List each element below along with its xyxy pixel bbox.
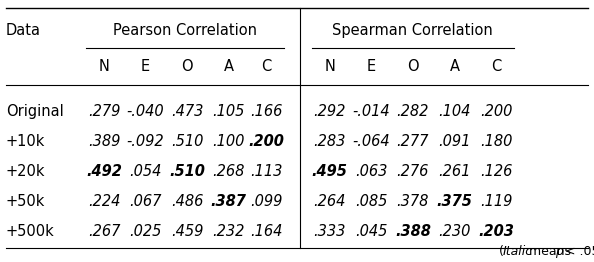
Text: +500k: +500k: [6, 224, 55, 239]
Text: .126: .126: [480, 164, 512, 179]
Text: N: N: [99, 59, 109, 74]
Text: .067: .067: [129, 194, 162, 209]
Text: .459: .459: [171, 224, 203, 239]
Text: .510: .510: [171, 134, 203, 149]
Text: N: N: [324, 59, 335, 74]
Text: .224: .224: [88, 194, 120, 209]
Text: .264: .264: [314, 194, 346, 209]
Text: .283: .283: [314, 134, 346, 149]
Text: .180: .180: [480, 134, 512, 149]
Text: +20k: +20k: [6, 164, 45, 179]
Text: .333: .333: [314, 224, 346, 239]
Text: A: A: [450, 59, 459, 74]
Text: Italic: Italic: [503, 245, 533, 258]
Text: -.040: -.040: [127, 104, 165, 119]
Text: E: E: [366, 59, 376, 74]
Text: .388: .388: [395, 224, 431, 239]
Text: .045: .045: [355, 224, 387, 239]
Text: .277: .277: [397, 134, 429, 149]
Text: means: means: [525, 245, 575, 258]
Text: < .05): < .05): [561, 245, 594, 258]
Text: .063: .063: [355, 164, 387, 179]
Text: .085: .085: [355, 194, 387, 209]
Text: .105: .105: [213, 104, 245, 119]
Text: .279: .279: [88, 104, 120, 119]
Text: .113: .113: [250, 164, 282, 179]
Text: -.092: -.092: [127, 134, 165, 149]
Text: Data: Data: [6, 23, 41, 38]
Text: .387: .387: [211, 194, 247, 209]
Text: .282: .282: [397, 104, 429, 119]
Text: +10k: +10k: [6, 134, 45, 149]
Text: O: O: [181, 59, 193, 74]
Text: .389: .389: [88, 134, 120, 149]
Text: .203: .203: [478, 224, 514, 239]
Text: .119: .119: [480, 194, 512, 209]
Text: .268: .268: [213, 164, 245, 179]
Text: C: C: [261, 59, 271, 74]
Text: .100: .100: [213, 134, 245, 149]
Text: +50k: +50k: [6, 194, 45, 209]
Text: .164: .164: [250, 224, 282, 239]
Text: -.064: -.064: [352, 134, 390, 149]
Text: A: A: [224, 59, 233, 74]
Text: .267: .267: [88, 224, 120, 239]
Text: .054: .054: [129, 164, 162, 179]
Text: Original: Original: [6, 104, 64, 119]
Text: .495: .495: [312, 164, 347, 179]
Text: .261: .261: [438, 164, 470, 179]
Text: .025: .025: [129, 224, 162, 239]
Text: -.014: -.014: [352, 104, 390, 119]
Text: .200: .200: [480, 104, 512, 119]
Text: .099: .099: [250, 194, 282, 209]
Text: .200: .200: [248, 134, 284, 149]
Text: .473: .473: [171, 104, 203, 119]
Text: .276: .276: [397, 164, 429, 179]
Text: .510: .510: [169, 164, 205, 179]
Text: p: p: [555, 245, 563, 258]
Text: .375: .375: [437, 194, 472, 209]
Text: .166: .166: [250, 104, 282, 119]
Text: .486: .486: [171, 194, 203, 209]
Text: (: (: [498, 245, 504, 258]
Text: .378: .378: [397, 194, 429, 209]
Text: .091: .091: [438, 134, 470, 149]
Text: .492: .492: [86, 164, 122, 179]
Text: Spearman Correlation: Spearman Correlation: [333, 23, 493, 38]
Text: O: O: [407, 59, 419, 74]
Text: .292: .292: [314, 104, 346, 119]
Text: .232: .232: [213, 224, 245, 239]
Text: E: E: [141, 59, 150, 74]
Text: Pearson Correlation: Pearson Correlation: [113, 23, 257, 38]
Text: .230: .230: [438, 224, 470, 239]
Text: .104: .104: [438, 104, 470, 119]
Text: C: C: [491, 59, 501, 74]
